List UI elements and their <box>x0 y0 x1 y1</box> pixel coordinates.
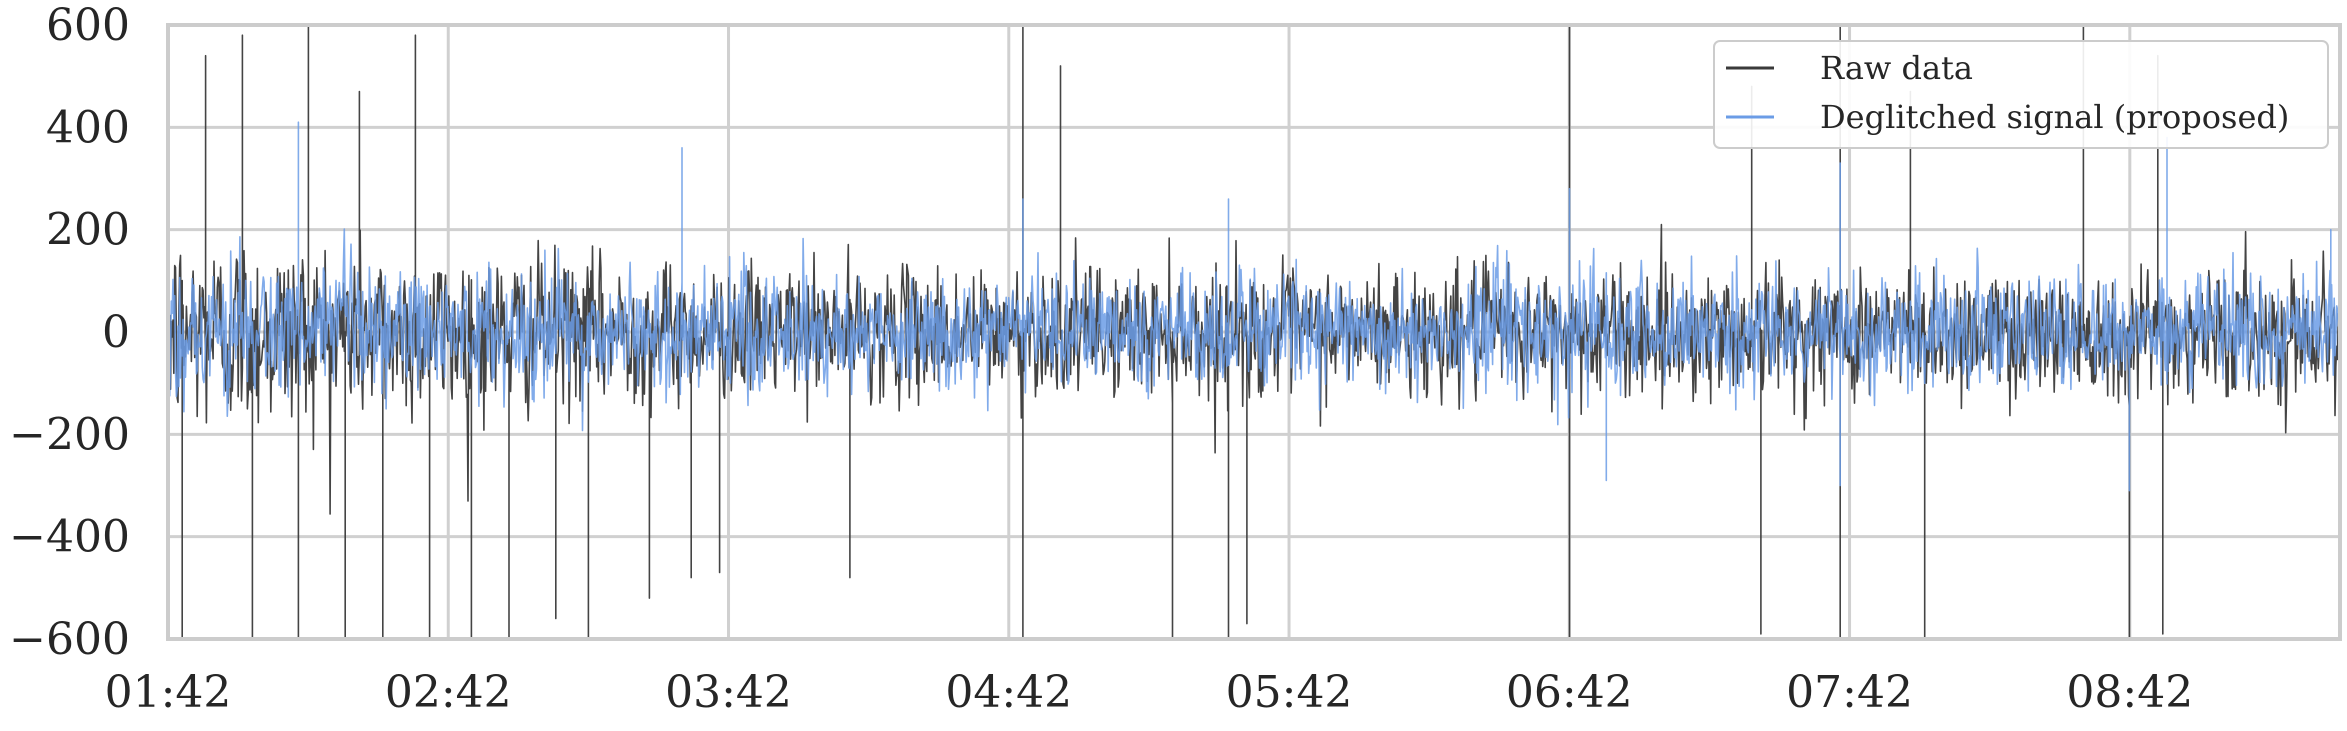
x-tick-label: 08:42 <box>2066 667 2193 718</box>
y-tick-label: −600 <box>9 614 130 665</box>
y-tick-label: 0 <box>102 307 130 358</box>
y-tick-label: 600 <box>46 0 130 51</box>
legend-box <box>1713 40 2329 149</box>
x-tick-label: 04:42 <box>945 667 1072 718</box>
x-tick-label: 07:42 <box>1786 667 1913 718</box>
x-axis-ticks: 01:42 02:42 03:42 04:42 05:42 06:42 07:42 08:42 <box>105 667 2194 718</box>
series-line-1 <box>167 121 2341 492</box>
y-tick-label: −400 <box>9 512 130 563</box>
series-layer <box>167 24 2341 640</box>
x-tick-label: 01:42 <box>105 667 232 718</box>
legend-label: Raw data <box>1820 49 1973 87</box>
legend: Raw data Deglitched signal (proposed) <box>1713 40 2329 149</box>
y-tick-label: 200 <box>46 205 130 256</box>
axes-frame <box>166 23 2342 641</box>
legend-label: Deglitched signal (proposed) <box>1820 98 2289 136</box>
axes-border <box>166 23 2342 641</box>
y-tick-label: −200 <box>9 409 130 460</box>
x-tick-label: 06:42 <box>1506 667 1633 718</box>
x-tick-label: 05:42 <box>1226 667 1353 718</box>
x-tick-label: 03:42 <box>665 667 792 718</box>
x-tick-label: 02:42 <box>385 667 512 718</box>
y-tick-label: 400 <box>46 102 130 153</box>
y-axis-ticks: −600 −400 −200 0 200 400 600 <box>9 0 130 665</box>
